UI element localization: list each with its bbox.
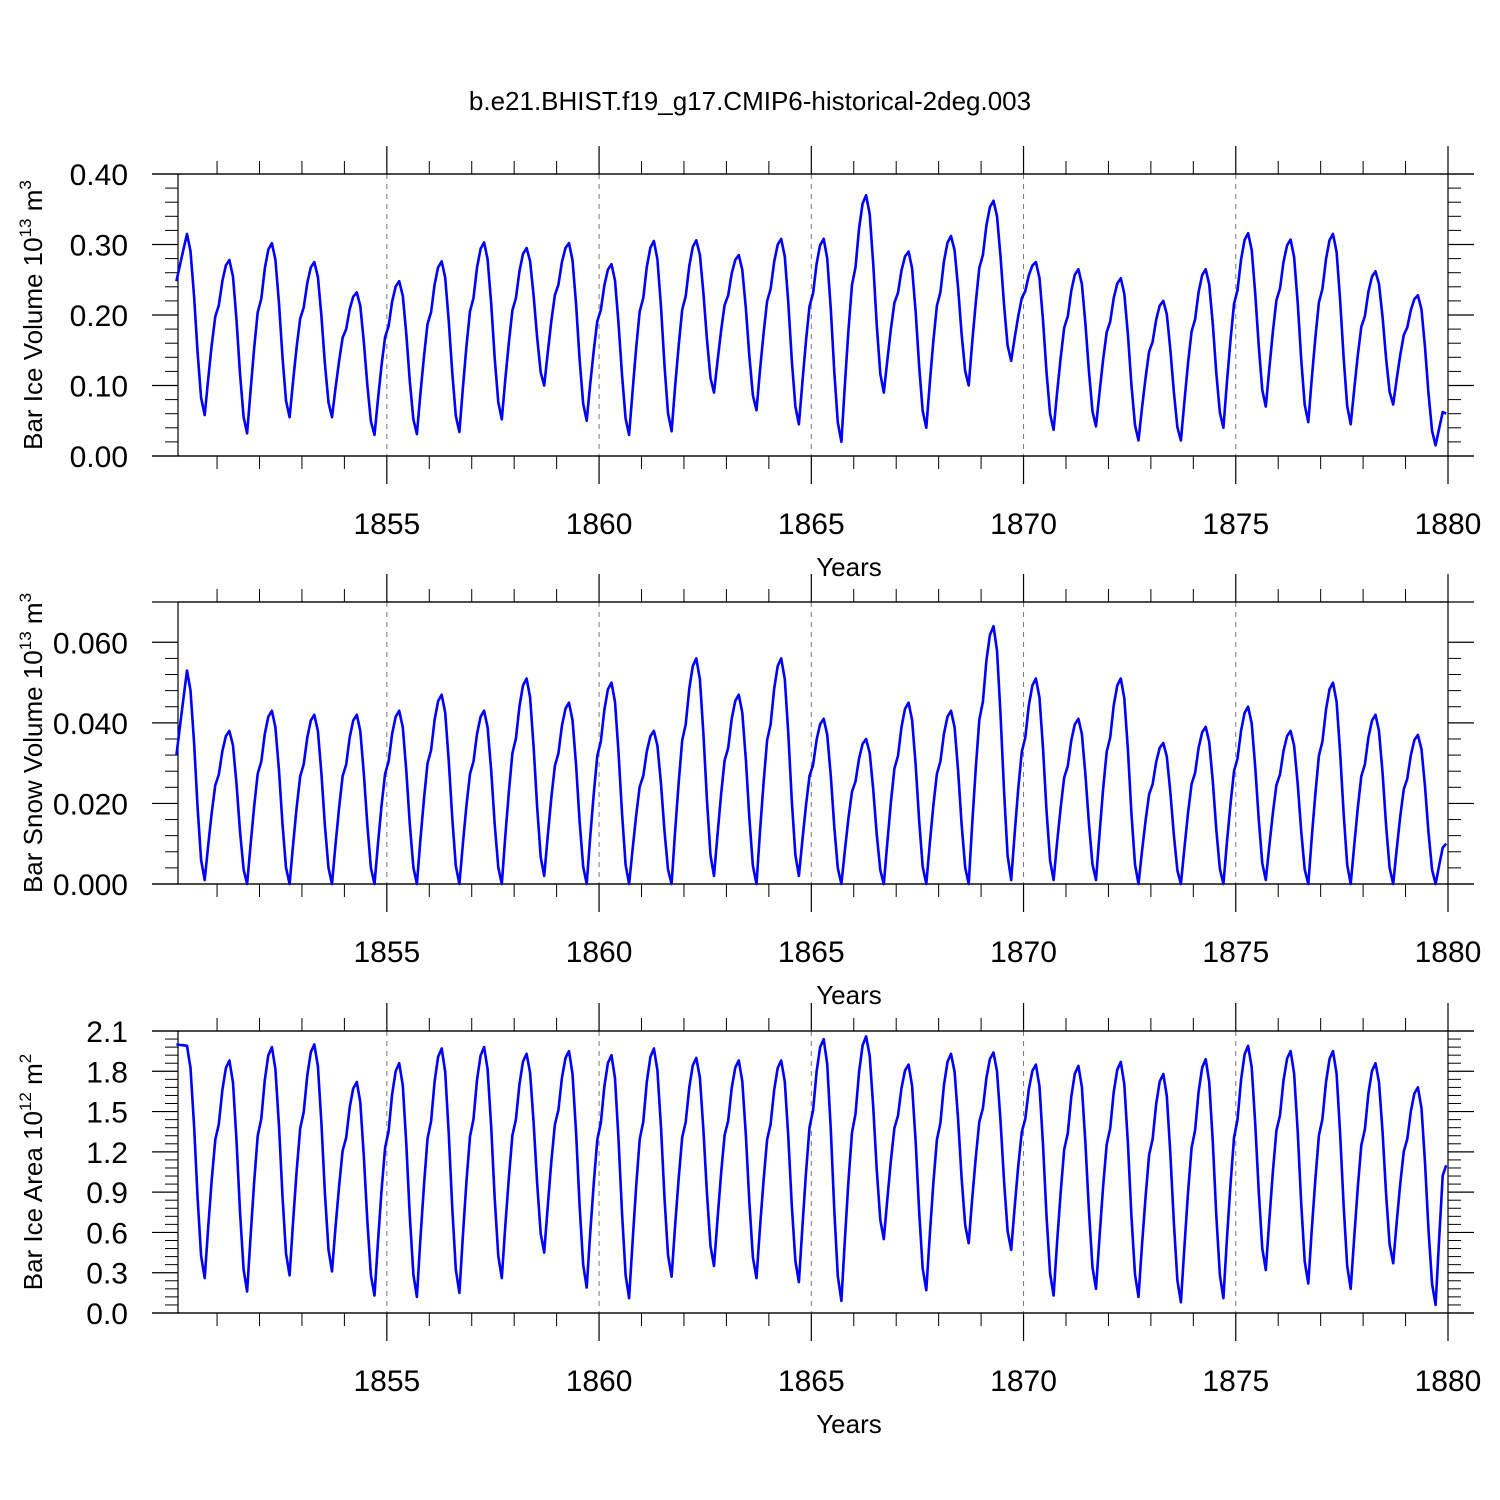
x-tick-label: 1860 [566,508,633,541]
x-tick-label: 1875 [1202,936,1269,969]
y-axis-label-unit-exponent: 3 [16,180,35,189]
y-axis-label-exponent: 13 [16,631,35,650]
y-axis-label: Bar Ice Area 1012 m2 [16,1054,48,1291]
y-axis-label-main: Bar Ice Volume 10 [18,237,48,449]
x-tick-label: 1880 [1415,1365,1482,1398]
y-axis-label: Bar Snow Volume 1013 m3 [16,593,48,893]
y-tick-label: 0.00 [70,441,128,474]
y-tick-label: 0.20 [70,300,128,333]
ice-area-panel: 1855 1860 1865 1870 1875 1880 0.0 0.3 0.6 0.9 1.2 1… [16,1003,1481,1439]
x-tick-label: 1875 [1202,1365,1269,1398]
series-line [176,1035,1448,1307]
x-axis-label: Years [816,552,882,582]
y-axis-label-unit: m [18,190,48,219]
y-tick-label: 0.30 [70,230,128,263]
figure-title: b.e21.BHIST.f19_g17.CMIP6-historical-2de… [469,86,1031,116]
y-axis-label-unit: m [18,602,48,631]
x-tick-label: 1855 [353,508,420,541]
x-tick-label: 1860 [566,936,633,969]
y-axis-label-unit: m [18,1063,48,1092]
series-line [175,624,1448,886]
series-line [175,193,1447,447]
x-tick-label: 1855 [353,936,420,969]
y-axis-label-exponent: 13 [16,218,35,237]
x-tick-label: 1875 [1202,508,1269,541]
x-tick-label: 1860 [566,1365,633,1398]
y-tick-label: 0.6 [86,1217,128,1250]
x-tick-label: 1865 [778,1365,845,1398]
x-tick-label: 1870 [990,936,1057,969]
y-axis-label: Bar Ice Volume 1013 m3 [16,180,48,450]
ice-volume-panel: 1855 1860 1865 1870 1875 1880 0.00 0.10 0.20 0.30… [16,146,1481,582]
y-tick-label: 1.8 [86,1056,128,1089]
y-tick-label: 0.40 [70,159,128,192]
x-axis-label: Years [816,1409,882,1439]
y-tick-label: 0.3 [86,1258,128,1291]
y-tick-label: 0.9 [86,1177,128,1210]
y-axis-label-exponent: 12 [16,1092,35,1111]
x-tick-label: 1865 [778,936,845,969]
y-tick-label: 1.5 [86,1097,128,1130]
y-tick-label: 0.10 [70,371,128,404]
y-axis-label-unit-exponent: 3 [16,593,35,602]
y-tick-label: 0.060 [53,627,128,660]
y-tick-label: 0.0 [86,1298,128,1331]
y-tick-label: 0.020 [53,788,128,821]
x-tick-label: 1870 [990,508,1057,541]
snow-volume-panel: 1855 1860 1865 1870 1875 1880 0.000 0.020 0.040 0… [16,574,1481,1010]
x-axis-label: Years [816,980,882,1010]
y-axis-label-unit-exponent: 2 [16,1054,35,1063]
y-axis-label-main: Bar Ice Area 10 [18,1111,48,1290]
x-tick-label: 1880 [1415,508,1482,541]
y-tick-label: 1.2 [86,1137,128,1170]
x-tick-label: 1865 [778,508,845,541]
x-tick-label: 1855 [353,1365,420,1398]
y-axis-label-main: Bar Snow Volume 10 [18,650,48,893]
x-tick-label: 1880 [1415,936,1482,969]
x-tick-label: 1870 [990,1365,1057,1398]
y-tick-label: 0.000 [53,869,128,902]
y-tick-label: 0.040 [53,708,128,741]
y-tick-label: 2.1 [86,1016,128,1049]
